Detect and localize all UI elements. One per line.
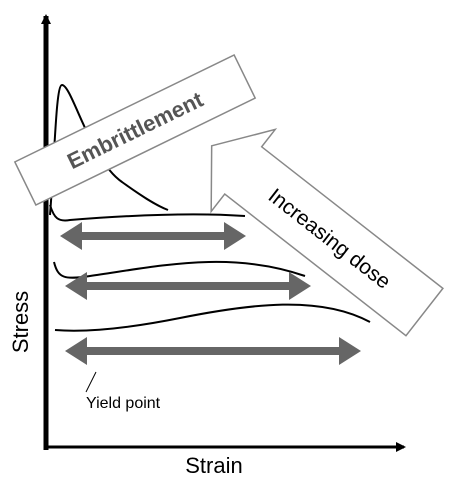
x-axis-label: Strain (185, 453, 242, 478)
arrow-outline (210, 128, 444, 337)
double-arrows (60, 222, 361, 365)
arrow-heads (60, 222, 246, 250)
curve (49, 83, 169, 216)
box (13, 53, 257, 207)
dose-arrow: Increasing dose (210, 128, 444, 337)
curve (53, 260, 306, 279)
curves (49, 83, 371, 332)
yield-label: Yield point (86, 395, 161, 412)
curve (54, 303, 371, 332)
curve (49, 204, 246, 222)
yield-pointer (85, 371, 97, 393)
y-axis-label: Stress (8, 291, 33, 353)
